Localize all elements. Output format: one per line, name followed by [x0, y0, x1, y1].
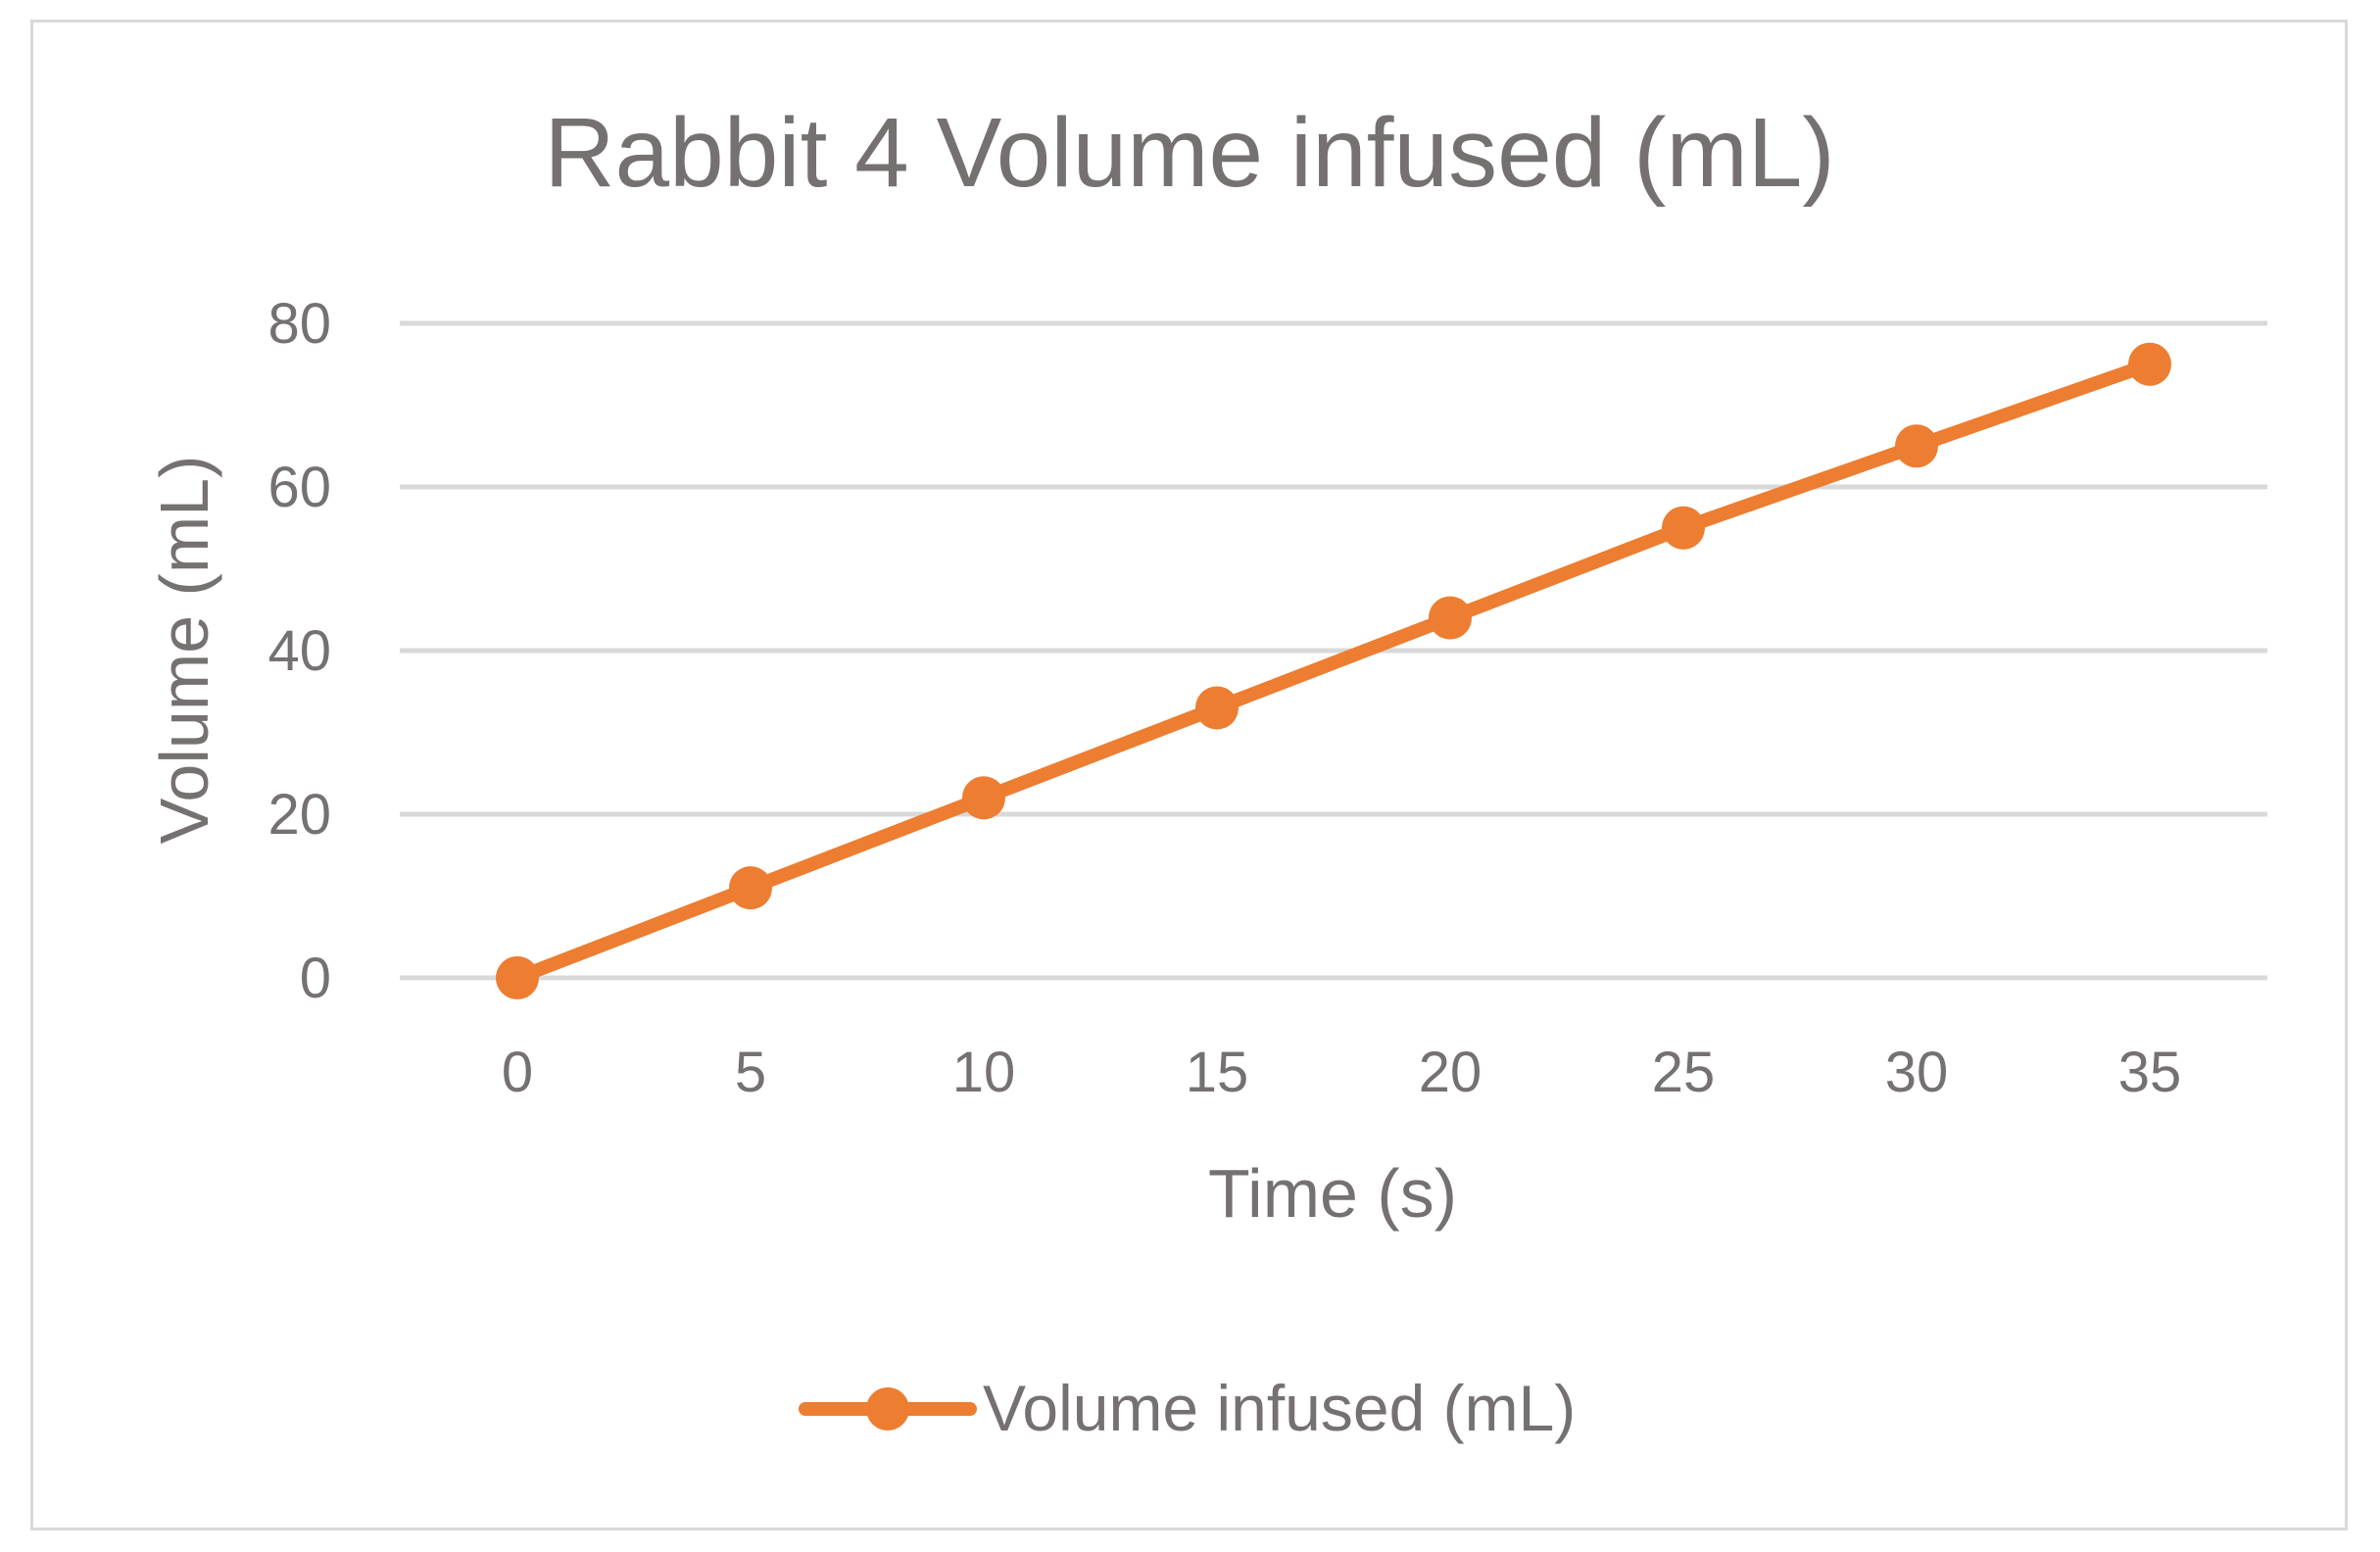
legend-label: Volume infused (mL) — [983, 1372, 1576, 1444]
y-tick-label: 60 — [267, 456, 331, 519]
x-tick-label: 5 — [735, 1041, 766, 1104]
data-point — [729, 866, 772, 910]
chart-title: Rabbit 4 Volume infused (mL) — [544, 98, 1834, 208]
x-tick-label: 10 — [952, 1041, 1016, 1104]
x-tick-label: 30 — [1885, 1041, 1949, 1104]
x-axis-label: Time (s) — [1208, 1155, 1457, 1232]
x-tick-label: 20 — [1419, 1041, 1482, 1104]
x-axis-ticks: 0 5 10 15 20 25 30 35 — [502, 1041, 2181, 1104]
series-volume-infused — [496, 342, 2171, 999]
x-tick-label: 25 — [1652, 1041, 1716, 1104]
y-axis-ticks: 0 20 40 60 80 — [267, 292, 331, 1010]
x-tick-label: 0 — [502, 1041, 533, 1104]
legend-marker-swatch — [866, 1387, 909, 1431]
data-point — [1195, 686, 1239, 730]
x-tick-label: 15 — [1186, 1041, 1249, 1104]
y-tick-label: 0 — [300, 946, 331, 1010]
chart-frame — [30, 20, 2348, 1530]
y-tick-label: 20 — [267, 783, 331, 847]
data-point — [1429, 596, 1472, 640]
y-axis-label: Volume (mL) — [146, 456, 222, 845]
legend: Volume infused (mL) — [799, 1372, 1576, 1444]
data-point — [962, 776, 1005, 820]
data-point — [1662, 506, 1705, 550]
series-line — [510, 357, 2157, 985]
y-tick-label: 40 — [267, 619, 331, 683]
data-point — [496, 956, 539, 999]
data-point — [1895, 424, 1938, 468]
y-tick-label: 80 — [267, 292, 331, 356]
gridlines — [400, 320, 2267, 981]
x-tick-label: 35 — [2118, 1041, 2182, 1104]
data-point — [2128, 342, 2171, 386]
